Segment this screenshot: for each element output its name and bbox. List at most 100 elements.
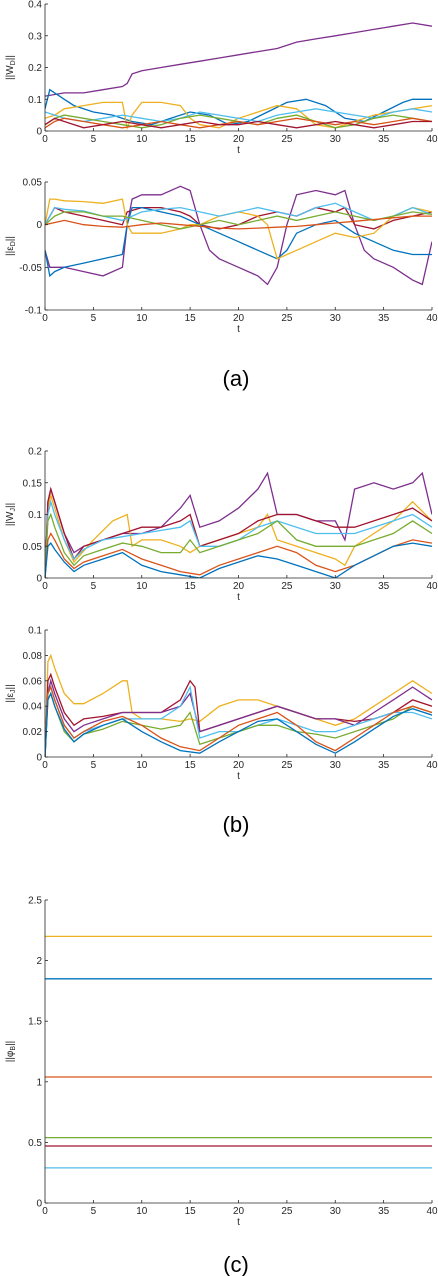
chart3-xtick-label-5: 25 <box>281 581 293 592</box>
chart4-ytick-label-3: 0.06 <box>23 676 43 687</box>
chart1-ytick-label-2: 0.2 <box>28 63 42 74</box>
chart5-ytick-label-4: 2 <box>36 956 42 967</box>
chart1-xlabel: t <box>237 145 240 156</box>
chart2-ytick-label-1: -0.05 <box>19 263 42 274</box>
chart4-xtick-label-6: 30 <box>330 760 342 771</box>
chart4-ytick-label-4: 0.08 <box>23 651 43 662</box>
chart4-series-6 <box>45 685 432 757</box>
chart4-ytick-label-0: 0 <box>36 753 42 764</box>
panel-label-b: (b) <box>223 812 250 837</box>
chart4-xtick-label-3: 15 <box>185 760 197 771</box>
chart1-ytick-label-4: 0.4 <box>28 0 42 11</box>
chart2-xtick-label-6: 30 <box>330 313 342 324</box>
chart2-ytick-label-3: 0.05 <box>23 178 43 189</box>
chart4-series-1 <box>45 653 432 757</box>
chart4-ytick-label-1: 0.02 <box>23 727 43 738</box>
chart2-xtick-label-8: 40 <box>426 313 438 324</box>
chart4-xtick-label-2: 10 <box>136 760 148 771</box>
chart5-xtick-label-1: 5 <box>91 1206 97 1217</box>
chart5-xtick-label-6: 30 <box>330 1206 342 1217</box>
chart1-ylabel: ||WD|| <box>5 55 17 80</box>
chart5-xtick-label-8: 40 <box>426 1206 438 1217</box>
chart2-xtick-label-7: 35 <box>378 313 390 324</box>
chart5-xtick-label-0: 0 <box>42 1206 48 1217</box>
chart2-series-1 <box>45 185 432 286</box>
chart3-series-5 <box>45 512 432 578</box>
chart1-xtick-label-7: 35 <box>378 134 390 145</box>
chart5-ytick-label-1: 0.5 <box>28 1138 42 1149</box>
chart1-xtick-label-8: 40 <box>426 134 438 145</box>
chart1-series-2 <box>45 88 432 126</box>
chart5-ylabel: ||φB|| <box>5 1041 17 1063</box>
chart5-xtick-label-2: 10 <box>136 1206 148 1217</box>
chart1-ytick-label-1: 0.1 <box>28 95 42 106</box>
chart2-xtick-label-1: 5 <box>91 313 97 324</box>
chart1-series-7 <box>45 117 432 129</box>
chart2-xtick-label-2: 10 <box>136 313 148 324</box>
chart2-series-6 <box>45 211 432 230</box>
chart1-ytick-label-3: 0.3 <box>28 31 42 42</box>
chart4-series-2 <box>45 672 432 757</box>
chart1-xtick-label-5: 25 <box>281 134 293 145</box>
chart3-series-4 <box>45 499 432 578</box>
chart2-ylabel: ||εD|| <box>5 236 17 256</box>
chart5-ytick-label-3: 1.5 <box>28 1017 42 1028</box>
chart3-series-3 <box>45 486 432 578</box>
chart4-ylabel: ||εJ|| <box>5 684 17 702</box>
chart3-series-7 <box>45 542 432 578</box>
panel-label-a: (a) <box>223 366 250 391</box>
chart3-ytick-label-4: 0.2 <box>28 447 42 458</box>
chart3-xtick-label-6: 30 <box>330 581 342 592</box>
chart3-ytick-label-0: 0 <box>36 574 42 585</box>
chart1-ytick-label-0: 0 <box>36 127 42 138</box>
chart3-xtick-label-1: 5 <box>91 581 97 592</box>
chart4-xtick-label-1: 5 <box>91 760 97 771</box>
chart3-xtick-label-3: 15 <box>185 581 197 592</box>
chart2-xtick-label-4: 20 <box>233 313 245 324</box>
chart5-ytick-label-5: 2.5 <box>28 896 42 907</box>
chart1-xtick-label-4: 20 <box>233 134 245 145</box>
chart5-xtick-label-7: 35 <box>378 1206 390 1217</box>
chart2-xtick-label-5: 25 <box>281 313 293 324</box>
chart5-xtick-label-5: 25 <box>281 1206 293 1217</box>
chart5-xlabel: t <box>237 1217 240 1228</box>
chart5-xtick-label-4: 20 <box>233 1206 245 1217</box>
chart2-ytick-label-0: -0.1 <box>25 306 43 317</box>
chart2-xtick-label-3: 15 <box>185 313 197 324</box>
chart4-series-5 <box>45 691 432 757</box>
chart5-ytick-label-0: 0 <box>36 1199 42 1210</box>
chart3-ytick-label-3: 0.15 <box>23 478 43 489</box>
chart1-xtick-label-6: 30 <box>330 134 342 145</box>
chart4-xtick-label-0: 0 <box>42 760 48 771</box>
chart2-series-5 <box>45 202 432 226</box>
chart1-xtick-label-0: 0 <box>42 134 48 145</box>
chart3-ytick-label-2: 0.1 <box>28 510 42 521</box>
chart4-series-7 <box>45 691 432 757</box>
chart3-xtick-label-2: 10 <box>136 581 148 592</box>
chart5-xtick-label-3: 15 <box>185 1206 197 1217</box>
chart3-series-1 <box>45 471 432 578</box>
chart3-xtick-label-8: 40 <box>426 581 438 592</box>
chart2-series-7 <box>45 215 432 230</box>
chart4-ytick-label-2: 0.04 <box>23 702 43 713</box>
chart4-ytick-label-5: 0.1 <box>28 626 42 637</box>
chart1-series-3 <box>45 101 432 131</box>
chart2-xlabel: t <box>237 324 240 335</box>
chart2-ytick-label-2: 0 <box>36 220 42 231</box>
chart1-series-1 <box>45 22 432 97</box>
chart2-series-3 <box>45 206 432 278</box>
chart4-xtick-label-8: 40 <box>426 760 438 771</box>
chart1-xtick-label-1: 5 <box>91 134 97 145</box>
chart4-xlabel: t <box>237 771 240 782</box>
chart3-xtick-label-4: 20 <box>233 581 245 592</box>
chart3-xtick-label-7: 35 <box>378 581 390 592</box>
chart1-series-5 <box>45 114 432 129</box>
panel-label-c: (c) <box>223 1252 249 1276</box>
chart3-xlabel: t <box>237 592 240 603</box>
chart3-xtick-label-0: 0 <box>42 581 48 592</box>
chart1-xtick-label-2: 10 <box>136 134 148 145</box>
chart4-xtick-label-4: 20 <box>233 760 245 771</box>
chart4-xtick-label-7: 35 <box>378 760 390 771</box>
chart2-series-2 <box>45 206 432 230</box>
chart4-xtick-label-5: 25 <box>281 760 293 771</box>
